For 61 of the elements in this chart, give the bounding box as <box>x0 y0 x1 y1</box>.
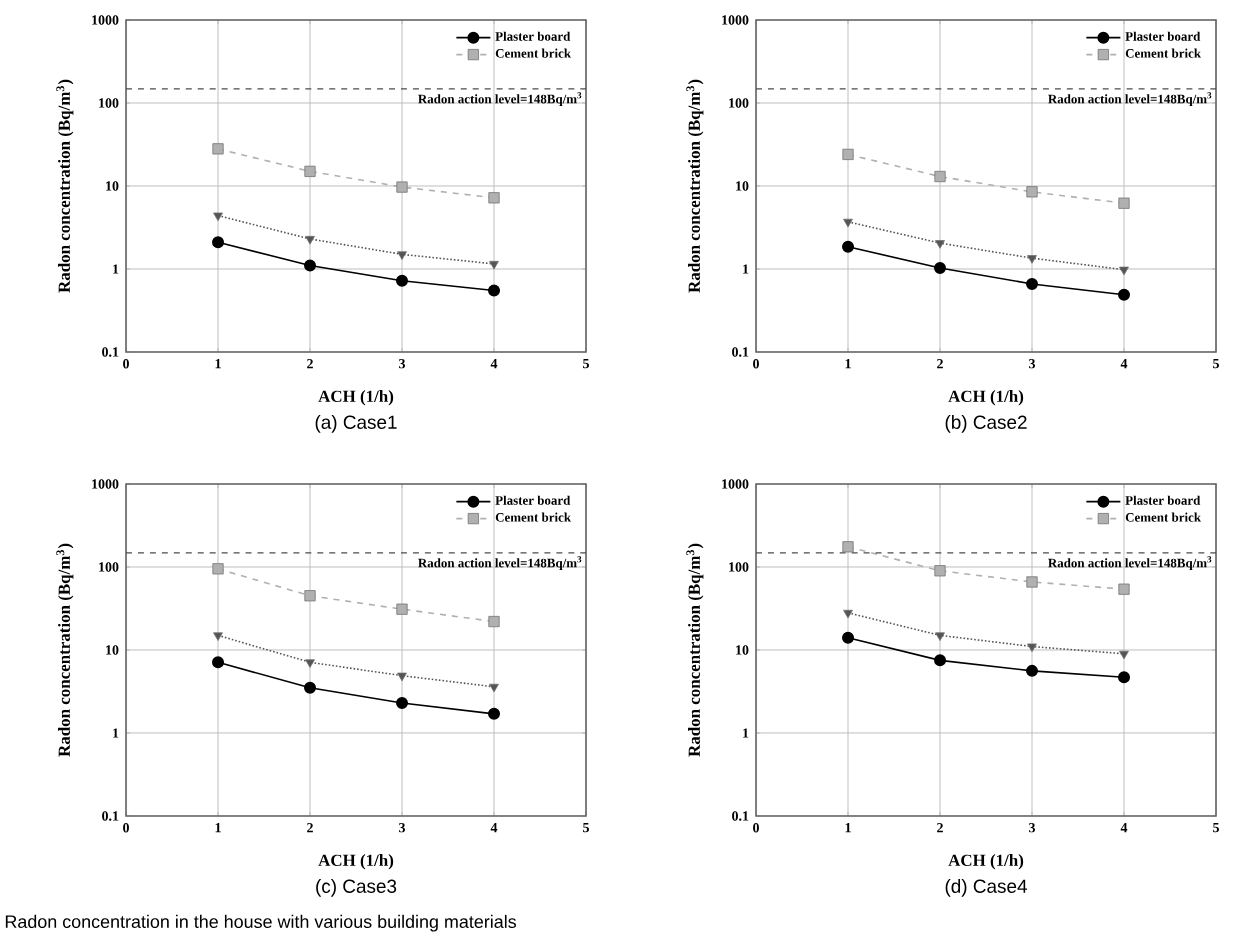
point <box>304 165 316 177</box>
point <box>843 218 853 228</box>
point <box>213 212 223 222</box>
point <box>489 683 499 693</box>
x-axis-title: ACH (1/h) <box>318 854 394 870</box>
point <box>488 707 501 720</box>
point <box>842 631 855 644</box>
point <box>489 260 499 270</box>
x-axis-title: ACH (1/h) <box>948 854 1024 870</box>
point <box>396 696 409 709</box>
x-axis-title: ACH (1/h) <box>318 390 394 406</box>
point <box>212 656 225 669</box>
point <box>934 170 946 183</box>
point <box>488 615 500 628</box>
point <box>1026 277 1039 290</box>
point <box>935 632 945 641</box>
point <box>1118 288 1131 301</box>
point <box>842 240 855 253</box>
point <box>1118 671 1131 684</box>
point <box>842 148 854 161</box>
text: (c) Case3 <box>316 879 397 897</box>
point <box>397 672 407 682</box>
point <box>1027 643 1037 653</box>
y-axis-title: Radon concentration (Bq/m$^{3}$) <box>686 79 704 293</box>
text: Radon concentration in the house with various building materials <box>5 914 517 932</box>
point <box>488 284 501 297</box>
point <box>842 541 854 553</box>
point <box>304 259 317 272</box>
point <box>304 590 316 602</box>
point <box>396 603 408 615</box>
point <box>305 235 315 245</box>
point <box>488 192 500 204</box>
point <box>304 681 317 694</box>
point <box>1026 186 1038 198</box>
point <box>935 240 945 249</box>
text: (a) Case1 <box>315 415 397 433</box>
point <box>1118 197 1130 209</box>
point <box>396 181 408 193</box>
point <box>397 251 407 260</box>
point <box>305 659 315 668</box>
x-axis-title: ACH (1/h) <box>948 390 1024 406</box>
point <box>843 609 853 619</box>
point <box>212 236 225 249</box>
point <box>934 261 947 274</box>
point <box>212 563 224 575</box>
point <box>1119 650 1129 660</box>
point <box>396 274 409 287</box>
point <box>1026 664 1039 677</box>
y-axis-title: Radon concentration (Bq/m$^{3}$) <box>686 543 704 757</box>
point <box>1118 583 1130 595</box>
point <box>934 654 947 667</box>
y-axis-title: Radon concentration (Bq/m$^{3}$) <box>56 79 74 293</box>
text: (b) Case2 <box>945 415 1027 433</box>
y-axis-title: Radon concentration (Bq/m$^{3}$) <box>56 543 74 757</box>
point <box>1119 266 1129 276</box>
point <box>934 565 946 577</box>
point <box>213 632 223 641</box>
text: (d) Case4 <box>945 879 1027 897</box>
point <box>212 143 224 155</box>
point <box>1027 255 1037 264</box>
point <box>1026 576 1038 588</box>
